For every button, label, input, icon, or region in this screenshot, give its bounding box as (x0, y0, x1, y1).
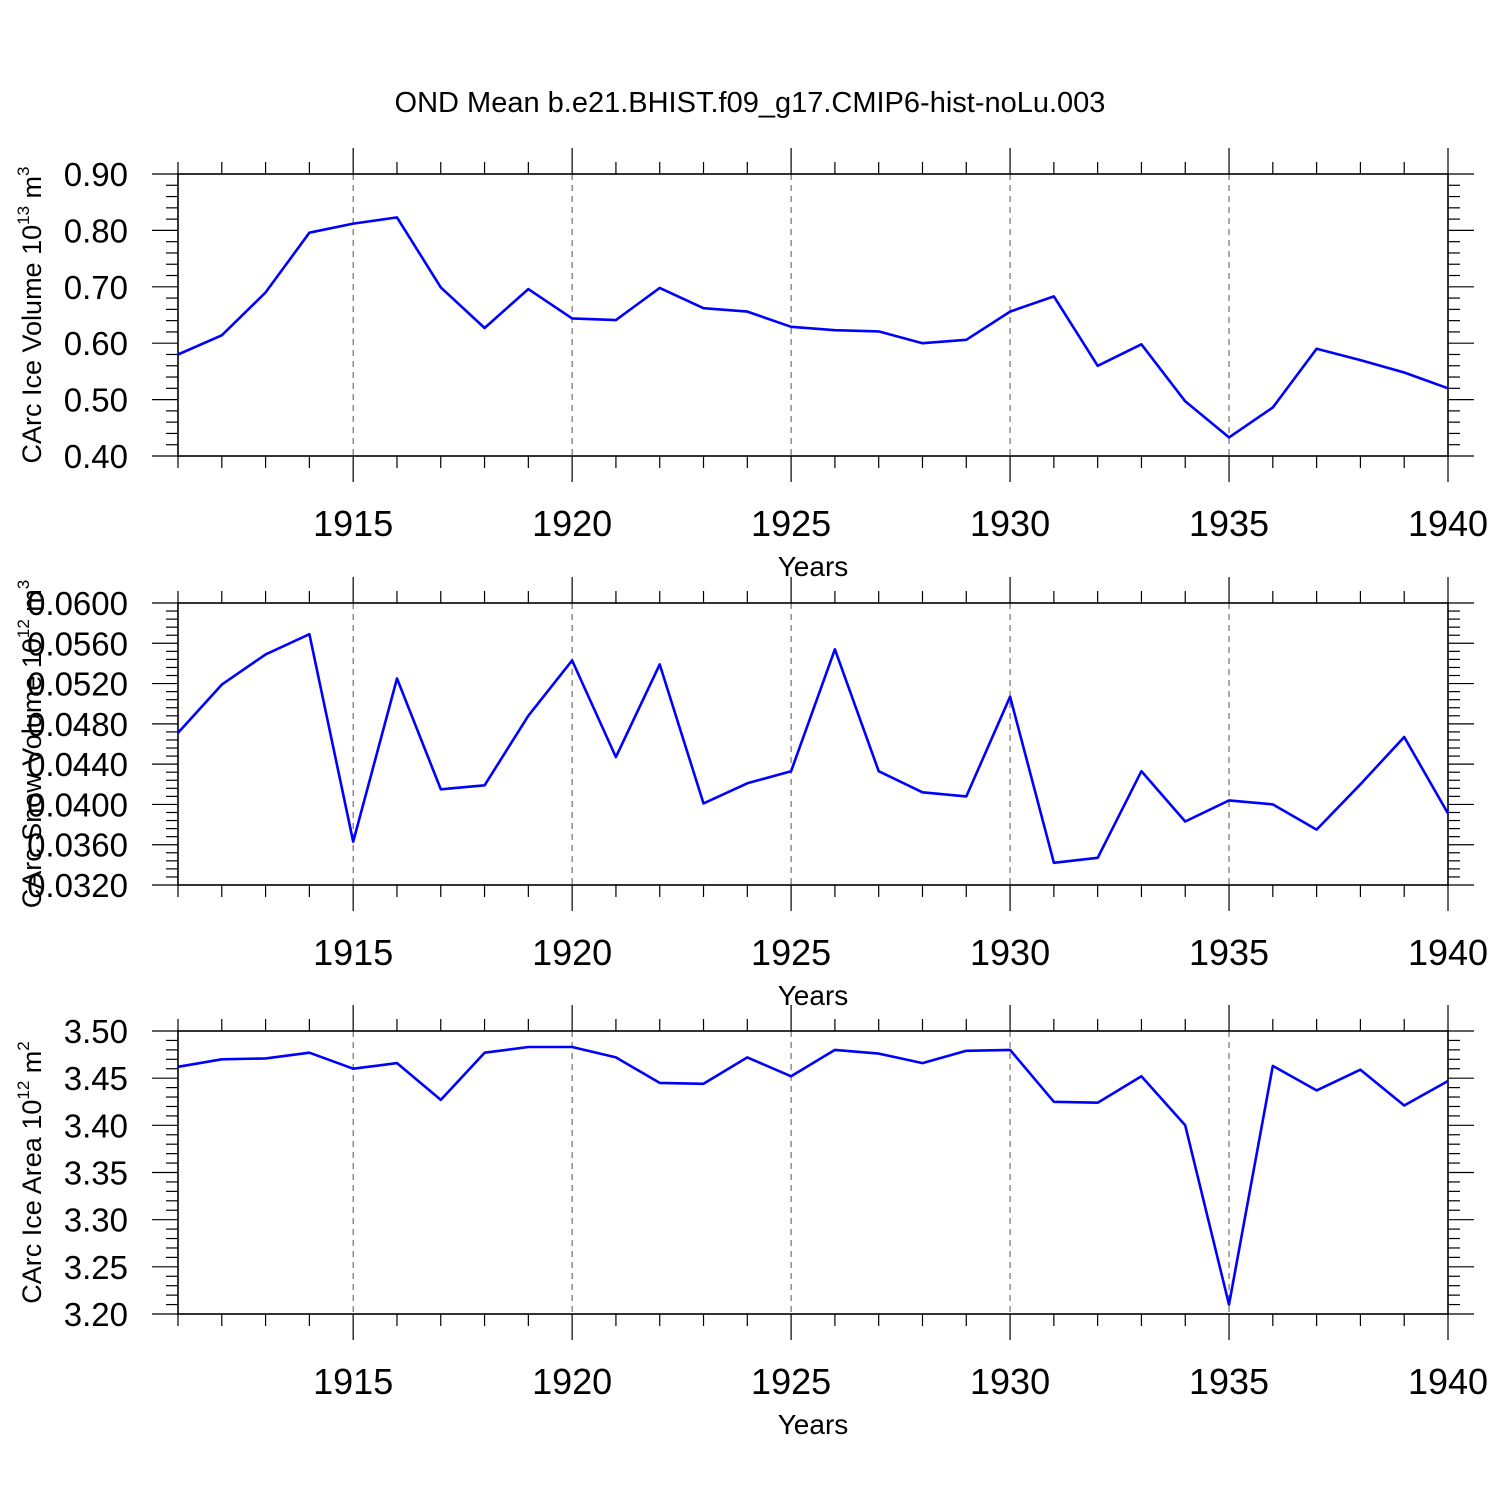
xtick-label: 1920 (532, 932, 612, 973)
ytick-label: 0.0400 (27, 786, 128, 823)
panel-3: 3.50 3.45 3.40 3.35 3.30 3.25 3.20 1915 1920 1925… (14, 1005, 1488, 1440)
ytick-label: 0.0360 (27, 827, 128, 864)
xtick-label: 1935 (1189, 932, 1269, 973)
ytick-label: 0.0600 (27, 585, 128, 622)
ytick-label: 0.60 (64, 325, 128, 362)
xtick-label: 1925 (751, 503, 831, 544)
series-line (177, 1045, 1449, 1306)
plot-frame (177, 602, 1449, 886)
chart-title: OND Mean b.e21.BHIST.f09_g17.CMIP6-hist-… (395, 87, 1106, 119)
plot-frame (177, 173, 1449, 457)
ytick-label: 0.50 (64, 382, 128, 419)
ytick-label: 0.80 (64, 212, 128, 249)
ytick-label: 3.35 (64, 1155, 128, 1192)
ytick-label: 0.0480 (27, 706, 128, 743)
series-line (177, 216, 1449, 439)
panel-1: 0.90 0.80 0.70 0.60 0.50 0.40 1915 1920 1925 1930… (14, 148, 1488, 582)
xtick-label: 1935 (1189, 503, 1269, 544)
ytick-label: 0.40 (64, 438, 128, 475)
x-axis-label: Years (778, 1409, 849, 1440)
y-axis-label: CArc Ice Volume 1013 m3 (14, 166, 47, 463)
plot-frame (177, 1030, 1449, 1315)
xtick-label: 1915 (313, 1361, 393, 1402)
ytick-label: 0.70 (64, 269, 128, 306)
xtick-label: 1920 (532, 503, 612, 544)
xtick-label: 1930 (970, 932, 1050, 973)
ytick-label: 3.20 (64, 1296, 128, 1333)
x-axis-label: Years (778, 980, 849, 1011)
xtick-label: 1915 (313, 503, 393, 544)
ytick-label: 0.0560 (27, 625, 128, 662)
y-axis-label: CArc Ice Area 1012 m2 (14, 1041, 47, 1304)
xtick-label: 1915 (313, 932, 393, 973)
xtick-label: 1935 (1189, 1361, 1269, 1402)
ytick-label: 3.45 (64, 1060, 128, 1097)
xtick-label: 1925 (751, 932, 831, 973)
ytick-label: 3.25 (64, 1249, 128, 1286)
ytick-label: 0.0440 (27, 746, 128, 783)
ytick-label: 0.90 (64, 156, 128, 193)
ytick-label: 0.0320 (27, 867, 128, 904)
xtick-label: 1930 (970, 1361, 1050, 1402)
xtick-label: 1940 (1408, 503, 1488, 544)
xtick-label: 1925 (751, 1361, 831, 1402)
ytick-label: 3.40 (64, 1107, 128, 1144)
panels-group: 0.90 0.80 0.70 0.60 0.50 0.40 1915 1920 1925 1930… (14, 148, 1488, 1440)
xtick-label: 1930 (970, 503, 1050, 544)
xtick-label: 1940 (1408, 1361, 1488, 1402)
y-axis-label: CArc Snow Volume 1012 m3 (14, 580, 47, 909)
xtick-label: 1940 (1408, 932, 1488, 973)
x-axis-label: Years (778, 551, 849, 582)
ytick-label: 3.50 (64, 1013, 128, 1050)
ytick-label: 0.0520 (27, 666, 128, 703)
series-line (177, 632, 1450, 865)
ytick-label: 3.30 (64, 1202, 128, 1239)
xtick-label: 1920 (532, 1361, 612, 1402)
